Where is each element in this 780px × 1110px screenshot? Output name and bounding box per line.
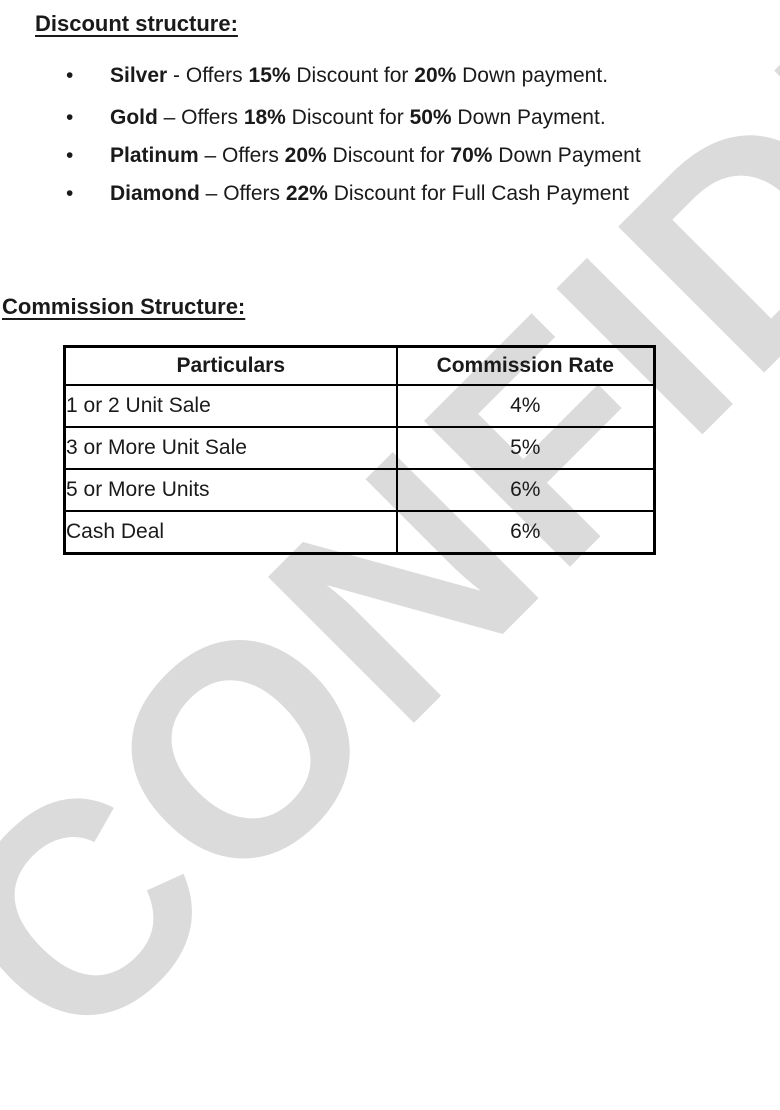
text-segment: Down Payment (492, 144, 641, 167)
tier-name: Silver (110, 64, 168, 87)
list-item-gold: • Gold – Offers 18% Discount for 50% Down… (66, 105, 780, 131)
table-row: 5 or More Units 6% (63, 468, 656, 512)
particulars-cell: 1 or 2 Unit Sale (63, 384, 398, 428)
tier-name: Gold (110, 106, 158, 129)
commission-structure-heading-text: Commission Structure: (2, 294, 246, 319)
list-item-text: Silver - Offers 15% Discount for 20% Dow… (110, 63, 608, 89)
text-segment: Discount for (327, 182, 452, 205)
text-segment: Full Cash Payment (451, 182, 629, 205)
commission-structure-heading: Commission Structure: (2, 293, 780, 320)
bullet-icon: • (66, 64, 74, 87)
discount-percent: 15% (248, 64, 291, 87)
text-segment: Discount for (285, 106, 410, 129)
text-segment: Down payment. (456, 64, 609, 87)
table-row: 3 or More Unit Sale 5% (63, 426, 656, 470)
bullet-icon: • (66, 144, 74, 167)
bullet-icon: • (66, 182, 74, 205)
particulars-cell: 5 or More Units (63, 468, 398, 512)
particulars-cell: Cash Deal (63, 510, 398, 555)
commission-rate-cell: 5% (395, 426, 656, 470)
list-item-platinum: • Platinum – Offers 20% Discount for 70% … (66, 143, 780, 169)
discount-structure-heading-text: Discount structure: (35, 11, 238, 36)
document-page: Discount structure: • Silver - Offers 15%… (0, 10, 780, 555)
text-segment: – Offers (157, 106, 244, 129)
commission-rate-cell: 6% (395, 510, 656, 555)
discount-tier-list: • Silver - Offers 15% Discount for 20% Do… (0, 63, 780, 207)
column-header-particulars: Particulars (63, 345, 398, 386)
text-segment: - Offers (167, 64, 249, 87)
particulars-cell: 3 or More Unit Sale (63, 426, 398, 470)
downpayment-percent: 20% (414, 64, 457, 87)
commission-rate-cell: 4% (395, 384, 656, 428)
tier-name: Platinum (110, 144, 199, 167)
text-segment: Discount for (290, 64, 415, 87)
bullet-icon: • (66, 106, 74, 129)
text-segment: Discount for (326, 144, 451, 167)
table-row: Cash Deal 6% (63, 510, 656, 555)
text-segment: Down Payment. (451, 106, 606, 129)
downpayment-percent: 50% (409, 106, 452, 129)
column-header-commission-rate: Commission Rate (395, 345, 656, 386)
list-item-diamond: • Diamond – Offers 22% Discount for Full … (66, 181, 780, 207)
discount-percent: 18% (243, 106, 286, 129)
discount-structure-heading: Discount structure: (35, 10, 780, 37)
list-item-silver: • Silver - Offers 15% Discount for 20% Do… (66, 63, 780, 89)
downpayment-percent: 70% (450, 144, 493, 167)
table-header-row: Particulars Commission Rate (63, 345, 656, 386)
commission-rate-cell: 6% (395, 468, 656, 512)
list-item-text: Platinum – Offers 20% Discount for 70% D… (110, 143, 641, 169)
table-row: 1 or 2 Unit Sale 4% (63, 384, 656, 428)
discount-percent: 22% (285, 182, 328, 205)
list-item-text: Diamond – Offers 22% Discount for Full C… (110, 181, 629, 207)
tier-name: Diamond (110, 182, 200, 205)
list-item-text: Gold – Offers 18% Discount for 50% Down … (110, 105, 606, 131)
discount-percent: 20% (284, 144, 327, 167)
commission-table: Particulars Commission Rate 1 or 2 Unit … (63, 345, 656, 555)
text-segment: – Offers (199, 182, 286, 205)
text-segment: – Offers (198, 144, 285, 167)
